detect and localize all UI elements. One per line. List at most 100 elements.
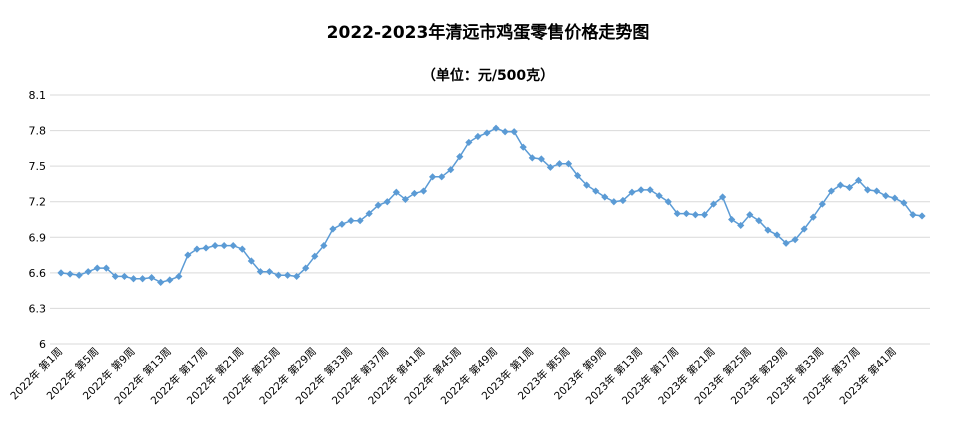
- data-point: [483, 129, 491, 137]
- data-point: [791, 236, 799, 244]
- data-point: [918, 212, 926, 220]
- data-point: [682, 209, 690, 218]
- data-point: [873, 187, 881, 195]
- data-point: [75, 271, 83, 279]
- data-point: [383, 198, 391, 206]
- data-point: [293, 272, 301, 281]
- data-point: [610, 198, 618, 206]
- data-point: [601, 193, 609, 201]
- data-point: [673, 209, 681, 218]
- data-point: [574, 172, 582, 180]
- data-point: [864, 186, 872, 194]
- data-point: [66, 270, 74, 278]
- data-point: [782, 239, 790, 247]
- data-point: [637, 186, 645, 194]
- data-point: [891, 194, 899, 202]
- data-point: [120, 272, 129, 281]
- data-point: [175, 272, 183, 281]
- data-point: [129, 275, 138, 283]
- data-point: [138, 275, 147, 283]
- data-point: [410, 189, 419, 198]
- data-point: [900, 199, 908, 207]
- data-point: [510, 128, 518, 136]
- data-point: [329, 225, 337, 233]
- data-point: [809, 213, 817, 221]
- data-point: [737, 221, 745, 230]
- data-point: [202, 244, 210, 252]
- data-point: [347, 217, 355, 225]
- data-point: [800, 225, 808, 233]
- data-point: [238, 245, 246, 253]
- data-point: [401, 195, 409, 203]
- data-point: [827, 187, 835, 195]
- series-line: [60, 127, 923, 284]
- data-point: [447, 166, 455, 174]
- data-point: [564, 160, 573, 168]
- data-point: [93, 264, 101, 272]
- data-point: [583, 181, 591, 189]
- chart-subtitle: （单位：元/500克）: [422, 67, 554, 84]
- data-point: [311, 252, 319, 260]
- data-point: [519, 143, 527, 151]
- y-tick-label: 6.9: [29, 231, 47, 244]
- data-point: [555, 160, 564, 168]
- data-point: [764, 226, 772, 234]
- data-point: [419, 187, 428, 195]
- data-point: [465, 138, 473, 147]
- data-point: [755, 217, 763, 225]
- data-point: [474, 132, 482, 141]
- data-point: [356, 217, 364, 225]
- data-point: [773, 231, 781, 239]
- data-point: [157, 278, 165, 286]
- data-point: [882, 192, 890, 200]
- data-point: [193, 245, 201, 253]
- data-point: [84, 268, 92, 276]
- data-point: [338, 220, 346, 228]
- y-tick-label: 6.3: [29, 302, 47, 315]
- data-point: [546, 163, 555, 171]
- data-point: [836, 181, 845, 189]
- data-point: [283, 271, 292, 279]
- data-point: [148, 274, 156, 282]
- data-point: [211, 241, 219, 250]
- data-point: [619, 196, 627, 205]
- data-point: [428, 173, 437, 181]
- y-tick-label: 6.6: [29, 267, 47, 280]
- data-point: [592, 187, 600, 195]
- data-point: [646, 186, 654, 194]
- data-point: [700, 211, 709, 219]
- data-point: [655, 192, 663, 200]
- y-tick-label: 7.8: [29, 125, 47, 138]
- data-point: [220, 241, 228, 250]
- data-point: [728, 215, 736, 224]
- data-point: [320, 241, 328, 250]
- data-point: [365, 209, 373, 218]
- data-point: [302, 264, 310, 272]
- data-point: [528, 154, 536, 162]
- data-point: [247, 257, 255, 265]
- y-tick-label: 6: [39, 338, 46, 351]
- data-point: [628, 188, 636, 196]
- data-point: [746, 211, 754, 219]
- data-point: [664, 198, 672, 206]
- data-point: [392, 188, 400, 196]
- y-tick-label: 7.2: [29, 196, 47, 209]
- data-point: [456, 153, 464, 161]
- data-point: [709, 200, 718, 208]
- data-point: [229, 241, 237, 250]
- chart-title: 2022-2023年清远市鸡蛋零售价格走势图: [327, 22, 650, 43]
- data-point: [854, 176, 863, 184]
- data-point: [691, 211, 700, 219]
- data-point: [719, 193, 727, 201]
- gridlines: [50, 94, 930, 345]
- series-price: [57, 124, 926, 286]
- y-tick-label: 7.5: [29, 160, 47, 173]
- data-point: [57, 269, 65, 277]
- data-point: [492, 124, 500, 132]
- data-point: [501, 128, 509, 136]
- data-point: [438, 173, 446, 181]
- data-point: [374, 201, 382, 209]
- data-point: [818, 200, 826, 208]
